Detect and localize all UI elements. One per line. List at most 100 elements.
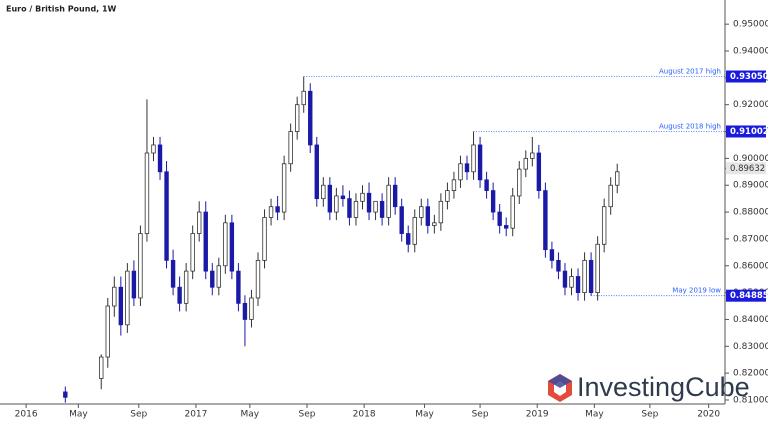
candle-body — [236, 270, 241, 304]
candle-body — [523, 157, 528, 170]
candle-body — [517, 168, 522, 197]
candle-body — [379, 200, 385, 218]
candle-body — [183, 270, 189, 304]
candle-body — [164, 171, 169, 261]
candle-body — [308, 90, 313, 146]
annotation-text: August 2017 high — [659, 68, 721, 76]
candle-body — [477, 144, 483, 181]
candle-body — [575, 276, 581, 293]
candle-body — [210, 270, 215, 288]
candle-body — [595, 243, 600, 293]
candle-body — [197, 211, 202, 234]
candle-body — [569, 276, 574, 288]
candle-body — [615, 171, 620, 186]
candle-body — [118, 286, 124, 326]
candle-body — [294, 104, 300, 132]
candle-body — [131, 270, 137, 299]
candle-body — [216, 265, 222, 288]
candle-body — [255, 259, 261, 299]
candle-body — [281, 163, 287, 213]
candle-body — [63, 391, 68, 398]
logo-text: InvestingCube — [577, 372, 750, 402]
candle-body — [334, 195, 339, 213]
candle-body — [608, 184, 613, 208]
candle-body — [170, 259, 176, 288]
candle-body — [242, 302, 248, 320]
candle-body — [432, 222, 437, 226]
x-tick-label: 2017 — [184, 410, 207, 420]
candle-body — [138, 233, 143, 299]
candle-body — [223, 222, 228, 267]
candle-body — [438, 200, 444, 224]
price-label: 0.91002 — [730, 127, 768, 137]
last-price-label: 0.89632 — [730, 164, 765, 174]
candle-body — [484, 179, 489, 191]
candle-body — [601, 206, 607, 245]
candle-body — [497, 211, 502, 226]
candle-body — [275, 206, 280, 213]
candle-body — [99, 356, 104, 379]
candle-body — [353, 200, 359, 218]
candle-body — [203, 211, 208, 272]
candle-body — [157, 144, 163, 173]
candle-body — [360, 192, 365, 202]
candle-body — [249, 297, 254, 320]
x-tick-label: Sep — [641, 410, 658, 420]
x-tick-label: May — [585, 410, 604, 420]
annotation-text: May 2019 low — [672, 287, 721, 295]
candle-body — [562, 270, 568, 288]
candle-body — [386, 184, 391, 218]
x-tick-label: 2018 — [353, 410, 376, 420]
candle-body — [588, 259, 594, 293]
candle-body — [262, 217, 267, 261]
candle-body — [314, 144, 319, 200]
candle-body — [177, 286, 182, 304]
x-tick-label: Sep — [298, 410, 315, 420]
price-label: 0.84885 — [730, 291, 768, 301]
candle-body — [451, 179, 457, 191]
chart-title: Euro / British Pound, 1W — [6, 5, 117, 14]
candle-body — [458, 163, 463, 181]
candle-body — [399, 206, 404, 234]
y-tick-label: 0.95000 — [733, 20, 768, 30]
y-tick-label: 0.84000 — [733, 315, 768, 325]
candle-body — [556, 259, 561, 272]
y-tick-label: 0.94000 — [733, 47, 768, 57]
y-tick-label: 0.86000 — [733, 261, 768, 271]
y-tick-label: 0.83000 — [733, 342, 768, 352]
y-tick-label: 0.92000 — [733, 100, 768, 110]
candle-body — [151, 144, 156, 154]
candle-body — [366, 192, 372, 213]
y-tick-label: 0.88000 — [733, 208, 768, 218]
price-label-box — [726, 125, 766, 138]
candle-body — [503, 225, 509, 229]
last-price-box — [726, 162, 766, 175]
x-tick-label: May — [415, 410, 434, 420]
x-tick-label: 2019 — [526, 410, 549, 420]
candle-body — [105, 305, 110, 358]
price-label-box — [726, 70, 766, 83]
candle-body — [268, 206, 274, 218]
candle-body — [530, 152, 535, 159]
candle-body — [419, 206, 424, 218]
candle-body — [144, 152, 150, 234]
candle-body — [190, 233, 195, 272]
candle-body — [471, 144, 476, 173]
candle-body — [406, 233, 411, 245]
candle-body — [445, 190, 450, 202]
candle-body — [288, 131, 293, 165]
candle-body — [373, 200, 378, 213]
candle-body — [549, 249, 555, 261]
x-tick-label: 2020 — [697, 410, 720, 420]
candle-body — [347, 198, 352, 218]
candle-body — [392, 184, 398, 208]
candle-body — [582, 259, 587, 293]
x-tick-label: Sep — [130, 410, 147, 420]
annotation-text: August 2018 high — [659, 122, 721, 130]
x-tick-label: Sep — [472, 410, 489, 420]
price-label: 0.93050 — [730, 72, 768, 82]
x-tick-label: May — [69, 410, 88, 420]
logo: InvestingCube — [548, 372, 750, 402]
y-tick-label: 0.90000 — [733, 154, 768, 164]
candle-body — [229, 222, 235, 272]
